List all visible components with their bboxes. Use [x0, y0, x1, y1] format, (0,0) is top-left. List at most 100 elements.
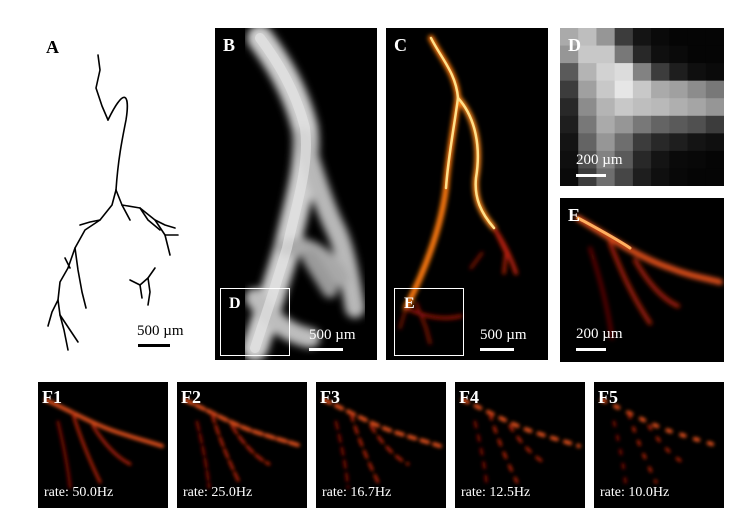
pixel-cell — [560, 45, 579, 64]
pixel-cell — [614, 45, 634, 64]
branch-path — [322, 398, 442, 448]
panel-f2-rate: rate: 25.0Hz — [183, 485, 253, 500]
pixel-cell — [632, 150, 652, 169]
branch-path — [334, 420, 350, 489]
pixel-cell — [632, 98, 652, 117]
pixel-cell — [687, 115, 707, 134]
pixel-cell — [705, 98, 724, 117]
pixel-cell — [705, 63, 724, 82]
panel-b: B D 500 µm — [215, 28, 377, 360]
panel-f5: F5 rate: 10.0Hz — [594, 382, 724, 508]
panel-a-label: A — [46, 37, 59, 57]
pixel-cell — [614, 28, 634, 47]
panel-d-label: D — [568, 35, 581, 55]
pixel-cell — [705, 133, 724, 152]
panel-f3-label: F3 — [320, 387, 340, 407]
branch-path — [488, 412, 519, 484]
panel-d-scale-bar — [576, 174, 606, 177]
pixel-cell — [614, 150, 634, 169]
branch-path — [612, 420, 628, 489]
pixel-cell — [705, 150, 724, 169]
pixel-cell — [669, 63, 689, 82]
pixel-cell — [651, 115, 670, 134]
pixel-cell — [669, 28, 689, 47]
panel-e-scale-text: 200 µm — [576, 326, 623, 342]
pixel-cell — [614, 168, 634, 186]
pixel-cell — [651, 63, 670, 82]
pixel-cell — [705, 115, 724, 134]
panel-e: E 200 µm — [560, 198, 724, 362]
pixel-cell — [596, 150, 616, 169]
branch-path — [627, 412, 658, 484]
pixel-cell — [632, 45, 652, 64]
neuron-tracing — [47, 54, 179, 351]
pixel-cell — [614, 80, 634, 99]
branch-path — [71, 412, 102, 484]
pixel-cell — [632, 80, 652, 99]
panel-f5-label: F5 — [598, 387, 618, 407]
pixel-cell — [669, 150, 689, 169]
pixel-cell — [578, 98, 597, 117]
panel-b-inset-label: D — [229, 295, 241, 312]
pixel-cell — [578, 63, 597, 82]
pixel-cell — [578, 150, 597, 169]
pixel-cell — [687, 63, 707, 82]
pixel-cell — [596, 45, 616, 64]
pixel-cell — [669, 133, 689, 152]
pixel-cell — [578, 28, 597, 47]
pixel-cell — [614, 133, 634, 152]
panel-f4-image — [461, 398, 581, 489]
pixel-cell — [560, 98, 579, 117]
branch-path — [56, 420, 72, 489]
pixel-cell — [596, 168, 616, 186]
panel-d: D 200 µm — [560, 28, 724, 186]
panel-b-image — [242, 28, 365, 360]
panel-d-scale-text: 200 µm — [576, 152, 623, 168]
pixel-cell — [632, 168, 652, 186]
panel-d-pixel-grid — [560, 28, 724, 186]
pixel-cell — [614, 115, 634, 134]
pixel-cell — [596, 133, 616, 152]
panel-b-scale-bar — [309, 348, 343, 351]
branch-path — [44, 398, 164, 448]
pixel-cell — [596, 63, 616, 82]
pixel-cell — [669, 45, 689, 64]
panel-a-scale-bar — [138, 344, 170, 347]
pixel-cell — [632, 63, 652, 82]
pixel-cell — [651, 80, 670, 99]
branch-path — [508, 424, 549, 466]
branch-path — [195, 420, 211, 489]
panel-f4-rate: rate: 12.5Hz — [461, 485, 531, 500]
pixel-cell — [687, 80, 707, 99]
pixel-cell — [596, 80, 616, 99]
pixel-cell — [560, 28, 579, 47]
pixel-cell — [705, 80, 724, 99]
panel-f2-label: F2 — [181, 387, 201, 407]
panel-f1: F1 rate: 50.0Hz — [38, 382, 168, 508]
pixel-cell — [669, 115, 689, 134]
pixel-cell — [705, 168, 724, 186]
pixel-cell — [651, 28, 670, 47]
panel-b-scale-text: 500 µm — [309, 327, 356, 343]
pixel-cell — [614, 63, 634, 82]
branch-path — [91, 424, 132, 466]
pixel-cell — [669, 168, 689, 186]
pixel-cell — [687, 168, 707, 186]
branch-path — [349, 412, 380, 484]
pixel-cell — [687, 45, 707, 64]
pixel-cell — [578, 133, 597, 152]
pixel-cell — [632, 28, 652, 47]
pixel-cell — [578, 168, 597, 186]
pixel-cell — [560, 80, 579, 99]
panel-f5-rate: rate: 10.0Hz — [600, 485, 670, 500]
panel-c-inset-label: E — [404, 295, 415, 312]
panel-f2: F2 rate: 25.0Hz — [177, 382, 307, 508]
pixel-cell — [651, 98, 670, 117]
pixel-cell — [578, 45, 597, 64]
panel-f3-rate: rate: 16.7Hz — [322, 485, 392, 500]
pixel-cell — [560, 115, 579, 134]
pixel-cell — [614, 98, 634, 117]
panel-c: C E 500 µm — [386, 28, 548, 360]
panel-f3-image — [322, 398, 442, 489]
panel-f2-image — [183, 398, 303, 489]
